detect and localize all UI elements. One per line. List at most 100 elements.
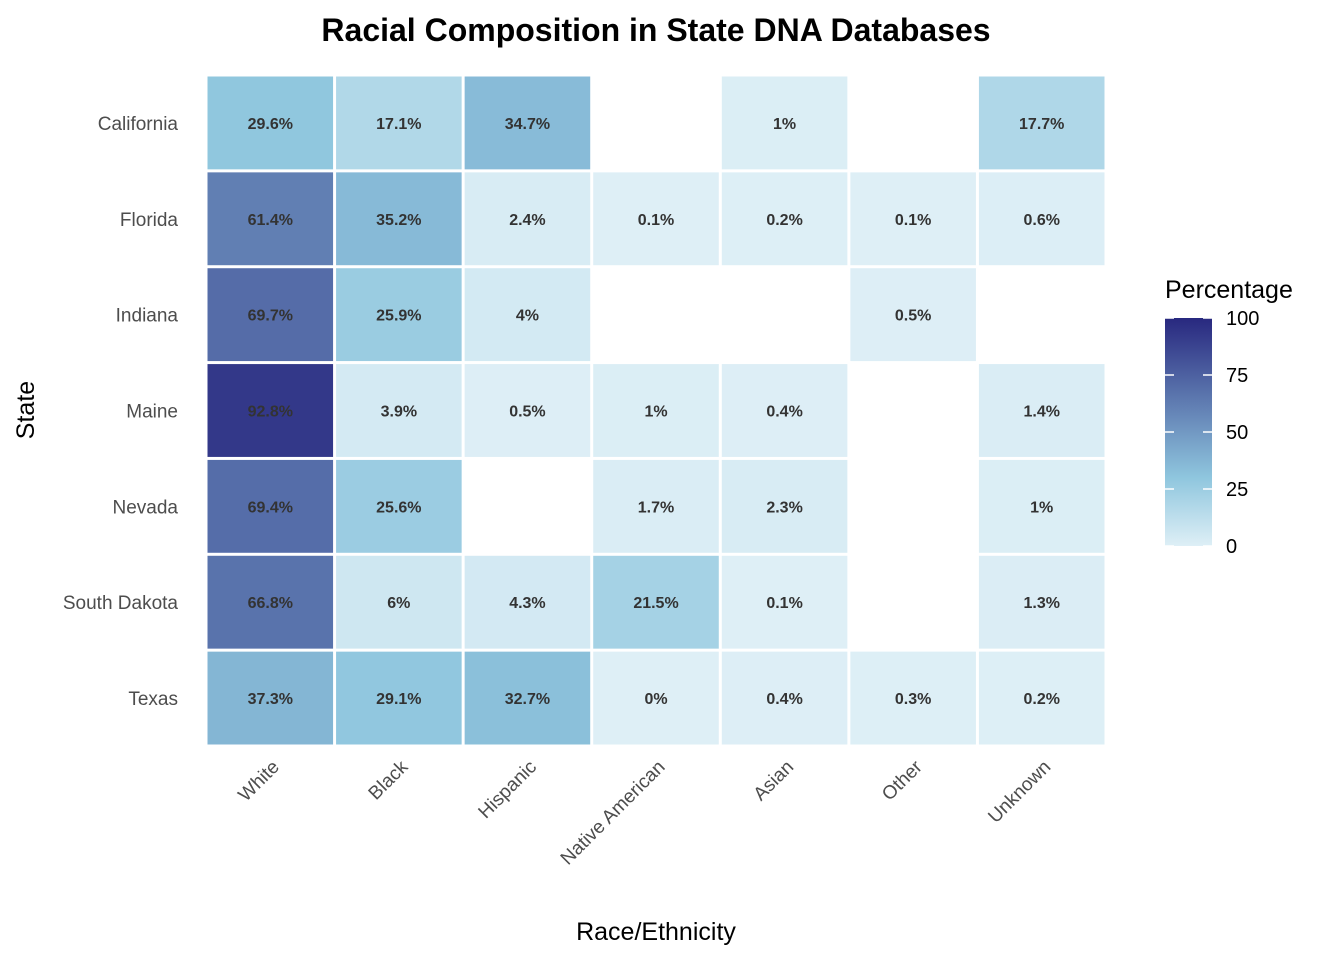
heatmap-tiles: 29.6% 17.1% 34.7% 1% 17.7% 61.4% 35.2% 2.4% 0.1%… (206, 75, 1106, 746)
heatmap-cell (206, 554, 335, 650)
heatmap-cell (206, 650, 335, 746)
chart-title: Racial Composition in State DNA Database… (321, 12, 990, 48)
cell-value-label: 21.5% (633, 595, 678, 612)
heatmap-cell (463, 171, 592, 267)
cell-value-label: 34.7% (505, 116, 550, 133)
heatmap-cell (592, 650, 720, 746)
cell-value-label: 29.6% (248, 116, 293, 133)
cell-value-label: 61.4% (248, 212, 293, 229)
cell-value-label: 0.2% (766, 212, 802, 229)
legend-tick-label: 0 (1226, 536, 1237, 558)
cell-value-label: 1.3% (1023, 595, 1059, 612)
heatmap-cell (977, 171, 1106, 267)
heatmap-cell (335, 75, 463, 171)
cell-value-label: 1.7% (638, 499, 674, 516)
heatmap-cell (592, 458, 720, 554)
y-axis-tick-labels: California Florida Indiana Maine Nevada South… (63, 114, 179, 710)
heatmap-cell (977, 363, 1106, 458)
heatmap-cell (206, 171, 335, 267)
x-tick-label: Asian (750, 757, 798, 805)
heatmap-cell (463, 75, 592, 171)
heatmap-cell (720, 650, 849, 746)
cell-value-label: 0.1% (895, 212, 931, 229)
y-axis-title: State (12, 381, 40, 439)
color-legend: Percentage 0 25 50 75 100 (1165, 276, 1293, 558)
heatmap-cell (592, 554, 720, 650)
cell-value-label: 4% (516, 308, 539, 325)
cell-value-label: 32.7% (505, 691, 550, 708)
cell-value-label: 2.4% (509, 212, 545, 229)
cell-value-label: 0% (644, 691, 667, 708)
cell-value-label: 0.6% (1023, 212, 1059, 229)
x-tick-label: Other (878, 756, 927, 805)
cell-value-label: 0.5% (509, 404, 545, 421)
cell-value-label: 0.1% (766, 595, 802, 612)
heatmap-cell (849, 171, 977, 267)
cell-value-label: 4.3% (509, 595, 545, 612)
heatmap-cell (849, 267, 977, 363)
heatmap-cell (977, 650, 1106, 746)
heatmap-cell (720, 363, 849, 458)
heatmap-cell (335, 554, 463, 650)
heatmap-cell (335, 458, 463, 554)
x-tick-label: Native American (557, 757, 670, 870)
legend-tick-label: 75 (1226, 365, 1248, 387)
y-tick-label: Texas (128, 689, 178, 710)
cell-value-label: 1% (1030, 499, 1053, 516)
heatmap-cell (463, 363, 592, 458)
heatmap-cell (592, 363, 720, 458)
cell-value-label: 3.9% (381, 404, 417, 421)
y-tick-label: Maine (126, 402, 178, 423)
heatmap-cell (463, 554, 592, 650)
cell-value-label: 17.7% (1019, 116, 1064, 133)
heatmap-cell (463, 650, 592, 746)
cell-value-label: 0.3% (895, 691, 931, 708)
heatmap-cell (206, 458, 335, 554)
cell-value-label: 25.6% (376, 499, 421, 516)
heatmap-cell (977, 75, 1106, 171)
heatmap-cell (463, 267, 592, 363)
cell-value-label: 1% (773, 116, 796, 133)
cell-value-label: 1.4% (1023, 404, 1059, 421)
cell-value-label: 17.1% (376, 116, 421, 133)
x-tick-label: Black (365, 756, 413, 804)
cell-value-label: 29.1% (376, 691, 421, 708)
legend-tick-label: 100 (1226, 308, 1259, 330)
y-tick-label: Nevada (113, 497, 179, 518)
heatmap-cell (335, 363, 463, 458)
cell-value-label: 69.4% (248, 499, 293, 516)
cell-value-label: 0.4% (766, 404, 802, 421)
heatmap-cell (977, 554, 1106, 650)
cell-value-label: 66.8% (248, 595, 293, 612)
cell-value-label: 69.7% (248, 308, 293, 325)
heatmap-cell (720, 458, 849, 554)
y-tick-label: California (98, 114, 179, 135)
heatmap-cell (592, 171, 720, 267)
heatmap-cell (335, 650, 463, 746)
cell-value-label: 37.3% (248, 691, 293, 708)
cell-value-label: 92.8% (248, 404, 293, 421)
x-axis-title: Race/Ethnicity (576, 918, 736, 946)
heatmap-cell (206, 75, 335, 171)
heatmap-cell (977, 458, 1106, 554)
legend-tick-label: 25 (1226, 479, 1248, 501)
cell-value-label: 0.2% (1023, 691, 1059, 708)
cell-value-label: 2.3% (766, 499, 802, 516)
cell-value-label: 0.1% (638, 212, 674, 229)
legend-title: Percentage (1165, 276, 1293, 304)
heatmap-cell (720, 554, 849, 650)
x-tick-label: White (235, 757, 284, 806)
cell-value-label: 0.4% (766, 691, 802, 708)
x-tick-label: Unknown (984, 757, 1055, 828)
x-axis-tick-labels: White Black Hispanic Native American Asian Ot… (235, 756, 1056, 869)
x-tick-label: Hispanic (475, 757, 541, 823)
y-tick-label: Indiana (116, 306, 179, 327)
y-tick-label: Florida (120, 210, 179, 231)
heatmap-cell (206, 363, 335, 458)
cell-value-label: 0.5% (895, 308, 931, 325)
heatmap-cell (335, 267, 463, 363)
cell-value-label: 6% (387, 595, 410, 612)
heatmap-cell (206, 267, 335, 363)
heatmap-cell (720, 75, 849, 171)
cell-value-label: 1% (644, 404, 667, 421)
